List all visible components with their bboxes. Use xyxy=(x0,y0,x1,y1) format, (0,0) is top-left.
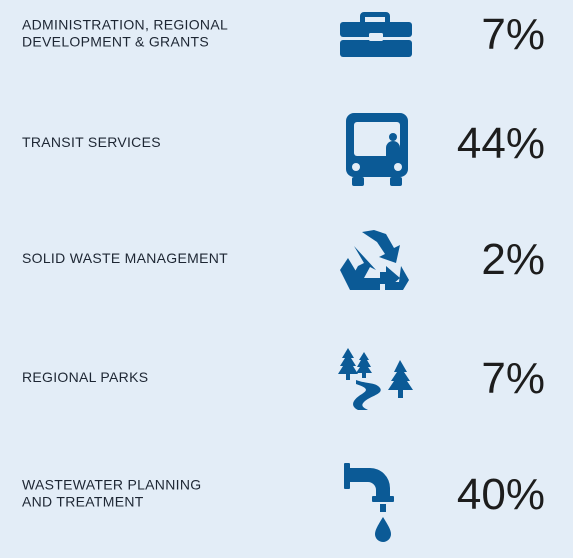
faucet-icon xyxy=(344,463,394,542)
recycle-icon xyxy=(340,230,409,290)
category-label: AND TREATMENT xyxy=(22,494,144,510)
category-label: ADMINISTRATION, REGIONAL xyxy=(22,17,228,33)
parks-icon xyxy=(338,348,413,410)
category-label: WASTEWATER PLANNING xyxy=(22,477,201,493)
bus-icon xyxy=(346,113,408,186)
category-label: REGIONAL PARKS xyxy=(22,369,148,385)
percentage: 7% xyxy=(481,354,545,403)
category-label: TRANSIT SERVICES xyxy=(22,134,161,150)
category-label: SOLID WASTE MANAGEMENT xyxy=(22,250,228,266)
briefcase-icon xyxy=(340,12,412,57)
percentage: 7% xyxy=(481,10,545,59)
percentage: 44% xyxy=(457,119,545,168)
category-label: DEVELOPMENT & GRANTS xyxy=(22,34,209,50)
percentage: 40% xyxy=(457,470,545,519)
percentage: 2% xyxy=(481,235,545,284)
